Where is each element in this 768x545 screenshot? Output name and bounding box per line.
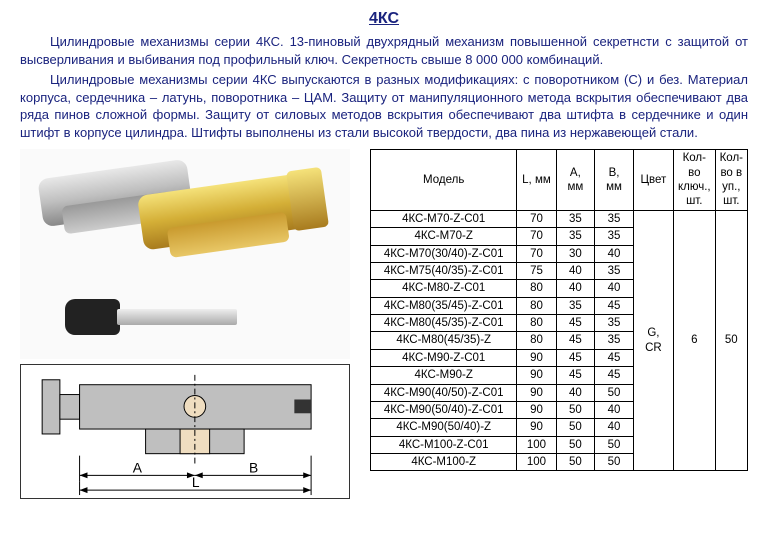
cell-l: 80 (517, 332, 556, 349)
table-row: 4КС-М70-Z-C01703535G, CR650 (371, 210, 748, 227)
cell-model: 4КС-М80(45/35)-Z (371, 332, 517, 349)
cell-pack: 50 (715, 210, 747, 471)
cell-l: 70 (517, 228, 556, 245)
cell-a: 40 (556, 262, 595, 279)
cell-a: 50 (556, 436, 595, 453)
cell-model: 4КС-М90(50/40)-Z-C01 (371, 401, 517, 418)
paragraph-2: Цилиндровые механизмы серии 4КС выпускаю… (20, 71, 748, 141)
paragraph-1: Цилиндровые механизмы серии 4КС. 13-пино… (20, 33, 748, 68)
cell-model: 4КС-М100-Z (371, 454, 517, 471)
dimension-diagram: A B L (20, 364, 350, 499)
th-pack: Кол-во в уп., шт. (715, 150, 747, 211)
th-keys: Кол-во ключ., шт. (673, 150, 715, 211)
key-icon (65, 297, 240, 337)
cell-model: 4КС-М80(35/45)-Z-C01 (371, 297, 517, 314)
cell-b: 35 (595, 210, 634, 227)
cell-a: 35 (556, 210, 595, 227)
cell-model: 4КС-М70-Z (371, 228, 517, 245)
knob-icon (286, 167, 329, 231)
cell-b: 40 (595, 280, 634, 297)
cell-b: 40 (595, 419, 634, 436)
dim-l-label: L (192, 475, 200, 490)
cell-a: 40 (556, 384, 595, 401)
cell-color: G, CR (633, 210, 673, 471)
cell-model: 4КС-М100-Z-C01 (371, 436, 517, 453)
cell-l: 100 (517, 454, 556, 471)
cell-b: 35 (595, 262, 634, 279)
cell-a: 45 (556, 349, 595, 366)
cell-a: 45 (556, 367, 595, 384)
cell-b: 40 (595, 245, 634, 262)
page-title: 4КС (20, 10, 748, 28)
cell-b: 50 (595, 436, 634, 453)
cell-a: 45 (556, 315, 595, 332)
cell-model: 4КС-М90-Z-C01 (371, 349, 517, 366)
dim-a-label: A (133, 461, 143, 476)
product-photo (20, 149, 350, 359)
cell-b: 35 (595, 228, 634, 245)
cell-b: 50 (595, 454, 634, 471)
cell-a: 50 (556, 401, 595, 418)
cell-b: 35 (595, 332, 634, 349)
cell-a: 50 (556, 454, 595, 471)
cell-model: 4КС-М80(45/35)-Z-C01 (371, 315, 517, 332)
cell-model: 4КС-М90-Z (371, 367, 517, 384)
specs-table: Модель L, мм A, мм B, мм Цвет Кол-во клю… (370, 149, 748, 471)
cell-a: 35 (556, 297, 595, 314)
cell-b: 45 (595, 349, 634, 366)
cell-a: 40 (556, 280, 595, 297)
cell-keys: 6 (673, 210, 715, 471)
cell-b: 40 (595, 401, 634, 418)
cell-l: 90 (517, 419, 556, 436)
cell-l: 100 (517, 436, 556, 453)
cell-b: 45 (595, 367, 634, 384)
cell-l: 80 (517, 297, 556, 314)
cell-l: 80 (517, 315, 556, 332)
cell-a: 35 (556, 228, 595, 245)
cell-l: 80 (517, 280, 556, 297)
cell-l: 90 (517, 384, 556, 401)
cell-model: 4КС-М90(40/50)-Z-C01 (371, 384, 517, 401)
table-header-row: Модель L, мм A, мм B, мм Цвет Кол-во клю… (371, 150, 748, 211)
cell-model: 4КС-М90(50/40)-Z (371, 419, 517, 436)
th-color: Цвет (633, 150, 673, 211)
cell-a: 30 (556, 245, 595, 262)
cell-l: 70 (517, 210, 556, 227)
dim-b-label: B (249, 461, 258, 476)
cell-b: 50 (595, 384, 634, 401)
cell-l: 90 (517, 367, 556, 384)
th-a: A, мм (556, 150, 595, 211)
cell-b: 45 (595, 297, 634, 314)
cell-model: 4КС-М80-Z-C01 (371, 280, 517, 297)
th-model: Модель (371, 150, 517, 211)
cell-a: 45 (556, 332, 595, 349)
th-b: B, мм (595, 150, 634, 211)
cell-a: 50 (556, 419, 595, 436)
cell-model: 4КС-М70(30/40)-Z-C01 (371, 245, 517, 262)
cell-model: 4КС-М75(40/35)-Z-C01 (371, 262, 517, 279)
cell-b: 35 (595, 315, 634, 332)
cell-l: 70 (517, 245, 556, 262)
cell-model: 4КС-М70-Z-C01 (371, 210, 517, 227)
th-l: L, мм (517, 150, 556, 211)
cell-l: 90 (517, 349, 556, 366)
cell-l: 75 (517, 262, 556, 279)
cell-l: 90 (517, 401, 556, 418)
